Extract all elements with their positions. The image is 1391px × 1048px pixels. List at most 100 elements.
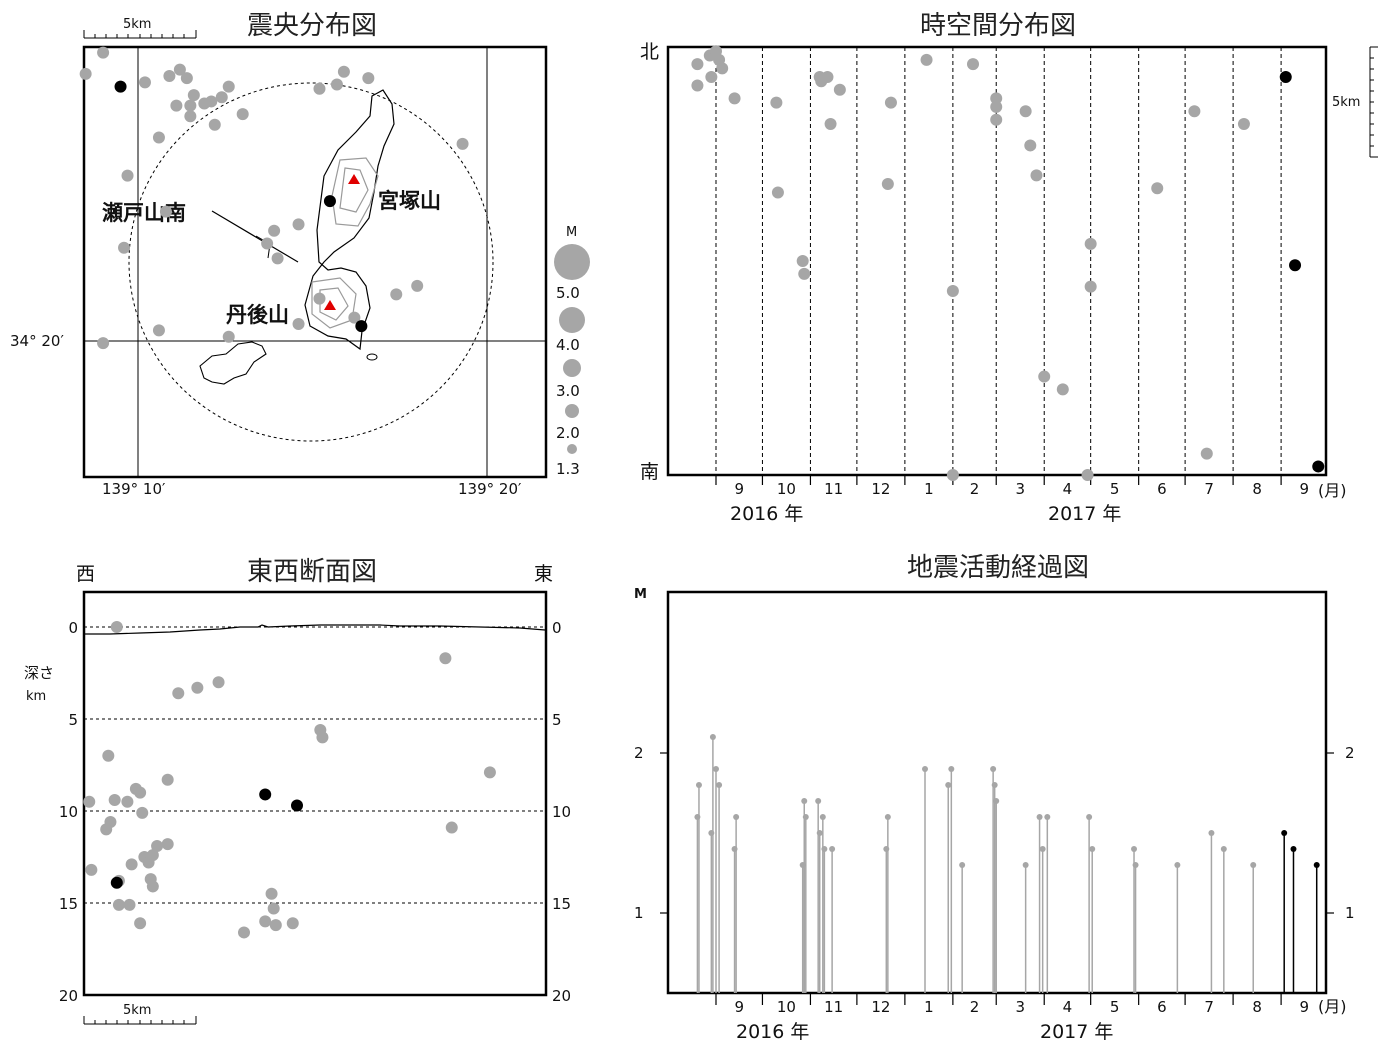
section-point-gray bbox=[100, 823, 113, 836]
activity-year-2017: 2017 年 bbox=[1040, 1021, 1113, 1043]
spacetime-scale-label: 5km bbox=[1332, 95, 1360, 110]
depth-tick-right: 15 bbox=[552, 895, 571, 913]
section-point-gray bbox=[316, 731, 329, 744]
epicenter-point-gray bbox=[205, 95, 218, 108]
activity-month-label: 6 bbox=[1157, 998, 1167, 1016]
activity-head-gray bbox=[1174, 862, 1181, 868]
islet-outline bbox=[199, 341, 267, 385]
section-point-gray bbox=[134, 917, 147, 930]
activity-month-label: 2 bbox=[970, 998, 980, 1016]
legend-circle-5 bbox=[554, 244, 590, 280]
epicenter-point-gray bbox=[173, 63, 186, 76]
activity-month-label: 11 bbox=[824, 998, 843, 1016]
spacetime-point-gray bbox=[1151, 182, 1164, 195]
epicenter-point-gray bbox=[292, 318, 305, 331]
section-point-gray bbox=[108, 793, 121, 806]
activity-head-black bbox=[1281, 830, 1288, 836]
epicenter-scale-label: 5km bbox=[123, 17, 151, 32]
spacetime-year-2017: 2017 年 bbox=[1048, 503, 1121, 525]
lat-label: 34° 20′ bbox=[10, 332, 64, 350]
search-circle bbox=[128, 82, 494, 442]
spacetime-point-gray bbox=[1030, 169, 1043, 182]
epicenter-point-gray bbox=[348, 311, 361, 324]
activity-head-gray bbox=[1220, 846, 1227, 852]
depth-tick-left: 20 bbox=[59, 987, 78, 1005]
depth-tick-left: 15 bbox=[59, 895, 78, 913]
epicenter-point-black bbox=[114, 80, 127, 93]
epicenter-point-gray bbox=[411, 279, 424, 292]
contour-south-inner bbox=[319, 287, 349, 321]
topography-line bbox=[85, 624, 546, 635]
epicenter-point-gray bbox=[163, 70, 176, 82]
section-points bbox=[83, 621, 496, 939]
spacetime-month-label: 3 bbox=[1015, 480, 1025, 498]
spacetime-point-black bbox=[1279, 70, 1292, 83]
section-depth-grid: 0 0 5 5 10 10 15 15 20 20 bbox=[59, 619, 571, 1005]
contour-north-inner bbox=[339, 167, 369, 213]
epicenter-point-gray bbox=[187, 89, 200, 102]
activity-month-label: 10 bbox=[777, 998, 796, 1016]
activity-head-gray bbox=[821, 846, 828, 852]
epicenter-point-gray bbox=[97, 337, 110, 350]
spacetime-point-gray bbox=[967, 58, 980, 71]
activity-month-unit: (月) bbox=[1318, 997, 1347, 1016]
epicenter-point-gray bbox=[292, 218, 305, 231]
legend-circle-2 bbox=[565, 404, 579, 418]
activity-head-gray bbox=[712, 766, 719, 772]
section-point-gray bbox=[265, 887, 278, 900]
spacetime-point-gray bbox=[946, 469, 959, 481]
epicenter-point-gray bbox=[390, 288, 403, 301]
activity-head-gray bbox=[709, 734, 716, 740]
activity-head-gray bbox=[1036, 814, 1043, 820]
section-point-gray bbox=[483, 766, 496, 779]
epicenter-point-gray bbox=[97, 46, 110, 59]
depth-label-1: 深さ bbox=[24, 664, 54, 682]
activity-head-gray bbox=[815, 798, 822, 804]
activity-head-gray bbox=[959, 862, 966, 868]
activity-frame bbox=[666, 590, 1328, 995]
spacetime-point-gray bbox=[1019, 105, 1032, 118]
activity-month-label: 9 bbox=[1300, 998, 1310, 1016]
spacetime-month-label: 2 bbox=[970, 480, 980, 498]
spacetime-point-gray bbox=[1237, 118, 1250, 131]
spacetime-point-gray bbox=[833, 83, 846, 96]
activity-y-ticks: 2 2 1 1 bbox=[634, 744, 1355, 922]
epicenter-point-gray bbox=[152, 131, 165, 144]
activity-ytick-2-right: 2 bbox=[1345, 744, 1355, 762]
spacetime-month-label: 12 bbox=[871, 480, 890, 498]
spacetime-frame bbox=[666, 45, 1328, 477]
legend-title: M bbox=[566, 225, 577, 240]
epicenter-point-gray bbox=[170, 99, 183, 112]
north-label: 北 bbox=[640, 41, 659, 63]
epicenter-point-gray bbox=[330, 78, 343, 91]
legend-label-5: 5.0 bbox=[556, 284, 580, 302]
spacetime-month-label: 9 bbox=[1300, 480, 1310, 498]
section-point-gray bbox=[259, 915, 272, 928]
spacetime-point-gray bbox=[1200, 447, 1213, 460]
activity-ytick-2-left: 2 bbox=[634, 744, 644, 762]
section-point-gray bbox=[269, 919, 282, 932]
spacetime-month-label: 8 bbox=[1252, 480, 1262, 498]
epicenter-panel: 震央分布図 瀬戸山南 宮塚山 丹後山 bbox=[10, 11, 590, 498]
epicenter-frame bbox=[82, 45, 548, 479]
spacetime-point-gray bbox=[728, 92, 741, 105]
epicenter-point-black bbox=[355, 320, 368, 333]
section-point-gray bbox=[161, 773, 174, 786]
spacetime-point-gray bbox=[770, 96, 783, 109]
activity-head-gray bbox=[1250, 862, 1257, 868]
epicenter-point-gray bbox=[268, 224, 281, 237]
spacetime-point-gray bbox=[1024, 139, 1037, 152]
legend-circle-1-3 bbox=[567, 444, 577, 454]
section-frame bbox=[82, 590, 548, 997]
section-point-gray bbox=[83, 795, 96, 808]
epicenter-title: 震央分布図 bbox=[247, 11, 377, 41]
spacetime-point-gray bbox=[705, 70, 718, 83]
section-point-gray bbox=[102, 749, 115, 762]
depth-tick-right: 0 bbox=[552, 619, 562, 637]
spacetime-point-gray bbox=[1038, 370, 1051, 383]
depth-tick-left: 5 bbox=[68, 711, 78, 729]
section-point-black bbox=[259, 788, 272, 801]
legend-circle-4 bbox=[559, 307, 585, 333]
activity-head-gray bbox=[1132, 862, 1139, 868]
